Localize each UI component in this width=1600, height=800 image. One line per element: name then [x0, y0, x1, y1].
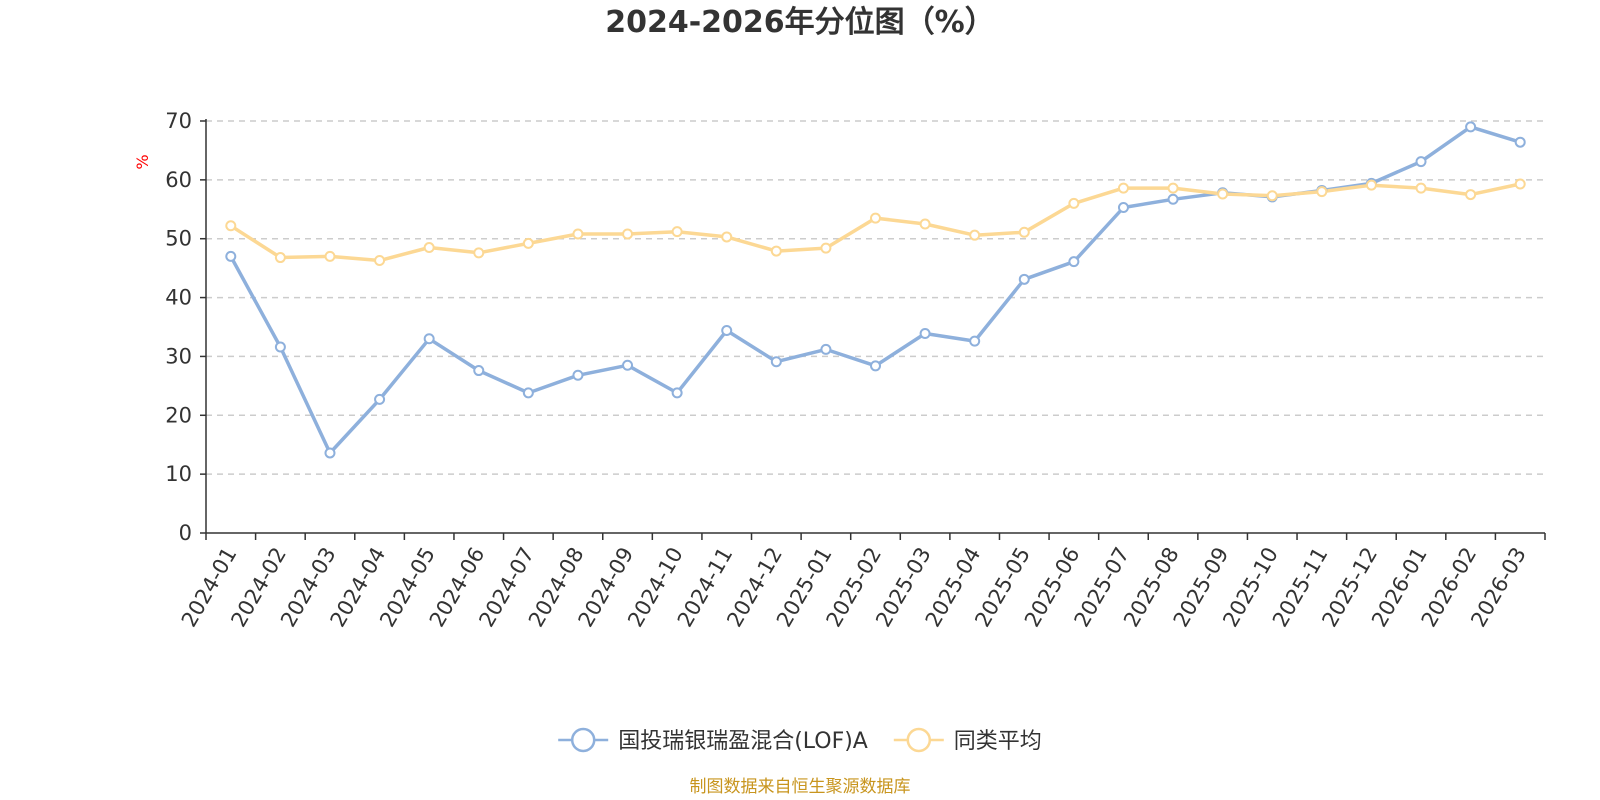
- data-point-s0-2[interactable]: [324, 447, 336, 459]
- legend-label: 同类平均: [954, 729, 1042, 754]
- data-point-s1-1[interactable]: [274, 252, 286, 264]
- data-point-s1-19[interactable]: [1167, 182, 1179, 194]
- y-tick-label: 30: [165, 344, 192, 368]
- data-point-s1-18[interactable]: [1117, 182, 1129, 194]
- data-point-s1-26[interactable]: [1514, 178, 1526, 190]
- data-point-s0-17[interactable]: [1068, 256, 1080, 268]
- data-point-s1-13[interactable]: [870, 212, 881, 224]
- data-point-s0-15[interactable]: [969, 335, 981, 347]
- data-point-s0-16[interactable]: [1018, 273, 1030, 285]
- data-point-s0-11[interactable]: [770, 356, 782, 368]
- data-point-s0-8[interactable]: [622, 359, 634, 371]
- data-point-s1-22[interactable]: [1316, 186, 1328, 198]
- data-point-s1-23[interactable]: [1365, 179, 1377, 191]
- data-point-s1-0[interactable]: [225, 220, 237, 232]
- y-tick-label: 40: [165, 286, 192, 310]
- data-point-s1-7[interactable]: [572, 228, 584, 240]
- source-note: 制图数据来自恒生聚源数据库: [690, 777, 911, 797]
- data-point-s1-17[interactable]: [1068, 197, 1080, 209]
- data-point-s0-24[interactable]: [1415, 156, 1427, 168]
- legend-item-0[interactable]: 国投瑞银瑞盈混合(LOF)A: [558, 727, 868, 754]
- data-point-s0-25[interactable]: [1465, 121, 1477, 133]
- data-point-s1-5[interactable]: [473, 247, 485, 259]
- data-point-s1-6[interactable]: [522, 237, 534, 249]
- data-point-s1-9[interactable]: [671, 226, 683, 238]
- data-point-s0-3[interactable]: [374, 393, 386, 405]
- data-point-s0-12[interactable]: [820, 343, 832, 355]
- data-point-s0-9[interactable]: [671, 387, 683, 399]
- data-point-s0-0[interactable]: [225, 250, 237, 262]
- series-lines: [225, 121, 1526, 459]
- y-tick-label: 0: [179, 521, 192, 545]
- data-point-s1-21[interactable]: [1266, 190, 1278, 202]
- data-point-s0-1[interactable]: [274, 341, 286, 353]
- data-point-s0-14[interactable]: [919, 327, 931, 339]
- data-point-s1-16[interactable]: [1018, 226, 1030, 238]
- legend[interactable]: 国投瑞银瑞盈混合(LOF)A 同类平均: [558, 727, 1042, 754]
- data-point-s1-20[interactable]: [1217, 188, 1229, 200]
- legend-label: 国投瑞银瑞盈混合(LOF)A: [618, 729, 868, 754]
- data-point-s1-15[interactable]: [969, 229, 981, 241]
- data-point-s1-10[interactable]: [721, 231, 733, 243]
- data-point-s0-13[interactable]: [870, 360, 881, 372]
- legend-circle-swatch: [906, 727, 932, 753]
- y-axis-unit: %: [133, 154, 152, 169]
- chart-title: 2024-2026年分位图（%）: [605, 5, 995, 40]
- data-point-s1-3[interactable]: [374, 254, 386, 266]
- data-point-s0-26[interactable]: [1514, 136, 1526, 148]
- y-tick-label: 20: [165, 403, 192, 427]
- y-tick-label: 10: [165, 462, 192, 486]
- y-tick-label: 60: [165, 168, 192, 192]
- legend-item-1[interactable]: 同类平均: [893, 727, 1042, 754]
- data-point-s1-12[interactable]: [820, 242, 832, 254]
- data-point-s0-19[interactable]: [1167, 193, 1179, 205]
- data-point-s0-4[interactable]: [423, 333, 435, 345]
- data-point-s0-10[interactable]: [721, 325, 733, 337]
- data-point-s0-18[interactable]: [1117, 202, 1129, 214]
- series-line-0: [229, 125, 1522, 455]
- data-point-s1-4[interactable]: [423, 242, 435, 254]
- data-point-s1-24[interactable]: [1415, 182, 1427, 194]
- data-point-s1-25[interactable]: [1465, 189, 1477, 201]
- legend-circle-swatch: [570, 727, 596, 753]
- y-tick-label: 50: [165, 227, 192, 251]
- y-tick-label: 70: [165, 109, 192, 133]
- data-point-s0-7[interactable]: [572, 369, 584, 381]
- data-point-s0-5[interactable]: [473, 365, 485, 377]
- data-point-s1-8[interactable]: [622, 228, 634, 240]
- data-point-s1-2[interactable]: [324, 250, 336, 262]
- gridlines: [206, 120, 1545, 475]
- data-point-s1-11[interactable]: [770, 245, 782, 257]
- data-point-s1-14[interactable]: [919, 218, 931, 230]
- data-point-s0-6[interactable]: [522, 387, 534, 399]
